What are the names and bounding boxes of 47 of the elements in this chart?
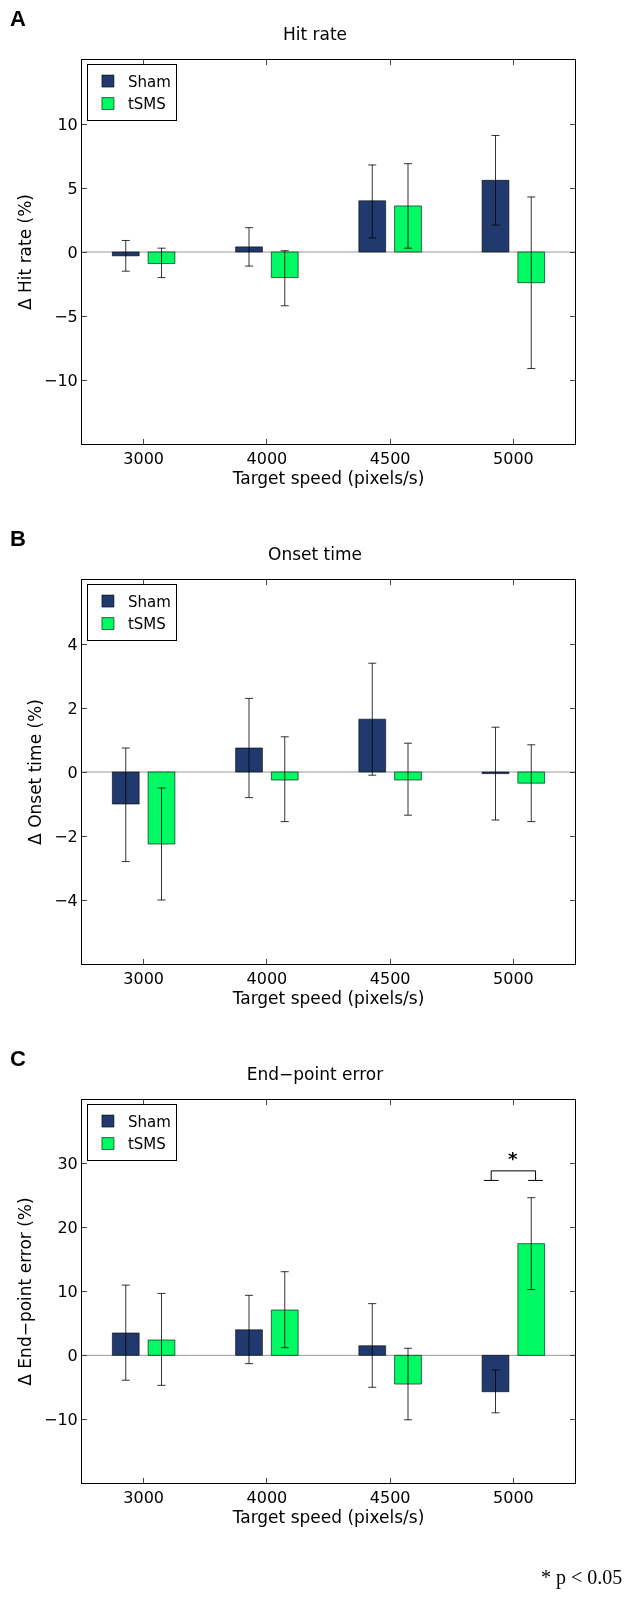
x-axis-title: Target speed (pixels/s)	[231, 988, 425, 1009]
text: B	[10, 526, 26, 551]
y-tick-label: 0	[67, 1345, 78, 1365]
legend-label: tSMS	[127, 95, 166, 114]
text: * p < 0.05	[541, 1566, 623, 1589]
x-tick-label: 4000	[246, 969, 288, 989]
text: A	[10, 6, 26, 31]
legend-label: Sham	[127, 72, 171, 91]
x-axis-title: Target speed (pixels/s)	[231, 1507, 425, 1528]
x-tick-label: 3000	[123, 1488, 164, 1508]
x-axis-title: Target speed (pixels/s)	[231, 468, 425, 489]
x-tick-label: 5000	[493, 969, 534, 989]
y-tick-label: 5	[67, 178, 78, 198]
chart-title: Hit rate	[282, 24, 348, 44]
y-axis-title: Δ End−point error (%)	[14, 1197, 35, 1386]
x-tick-label: 5000	[493, 449, 534, 469]
y-tick-label: −4	[54, 890, 78, 910]
y-tick-label: 20	[57, 1218, 78, 1238]
annotation: *	[508, 1148, 518, 1169]
y-axis-title: Δ Onset time (%)	[24, 699, 45, 845]
y-tick-label: 10	[57, 114, 78, 134]
chart-title: Onset time	[268, 544, 362, 564]
x-tick-label: 3000	[123, 449, 164, 469]
y-tick-label: 0	[67, 242, 78, 262]
x-tick-label: 4500	[369, 449, 411, 469]
legend-label: tSMS	[127, 1135, 166, 1154]
legend-label: Sham	[127, 592, 171, 611]
chart-title: End−point error	[246, 1064, 384, 1084]
y-tick-label: 10	[57, 1282, 78, 1302]
y-tick-label: 30	[57, 1154, 78, 1174]
x-tick-label: 3000	[123, 969, 164, 989]
x-tick-label: 4000	[246, 449, 288, 469]
legend-label: tSMS	[127, 615, 166, 634]
y-tick-label: −2	[54, 826, 78, 846]
y-tick-label: 2	[67, 698, 78, 718]
y-tick-label: −5	[54, 306, 78, 326]
y-axis-title: Δ Hit rate (%)	[14, 194, 35, 310]
x-tick-label: 4500	[369, 1488, 411, 1508]
x-tick-label: 4000	[246, 1488, 288, 1508]
x-tick-label: 5000	[493, 1488, 534, 1508]
x-tick-label: 4500	[369, 969, 411, 989]
y-tick-label: 0	[67, 762, 78, 782]
y-tick-label: −10	[44, 1409, 78, 1429]
text: C	[10, 1046, 26, 1071]
y-tick-label: −10	[44, 370, 78, 390]
y-tick-label: 4	[67, 634, 78, 654]
legend-label: Sham	[127, 1112, 171, 1131]
